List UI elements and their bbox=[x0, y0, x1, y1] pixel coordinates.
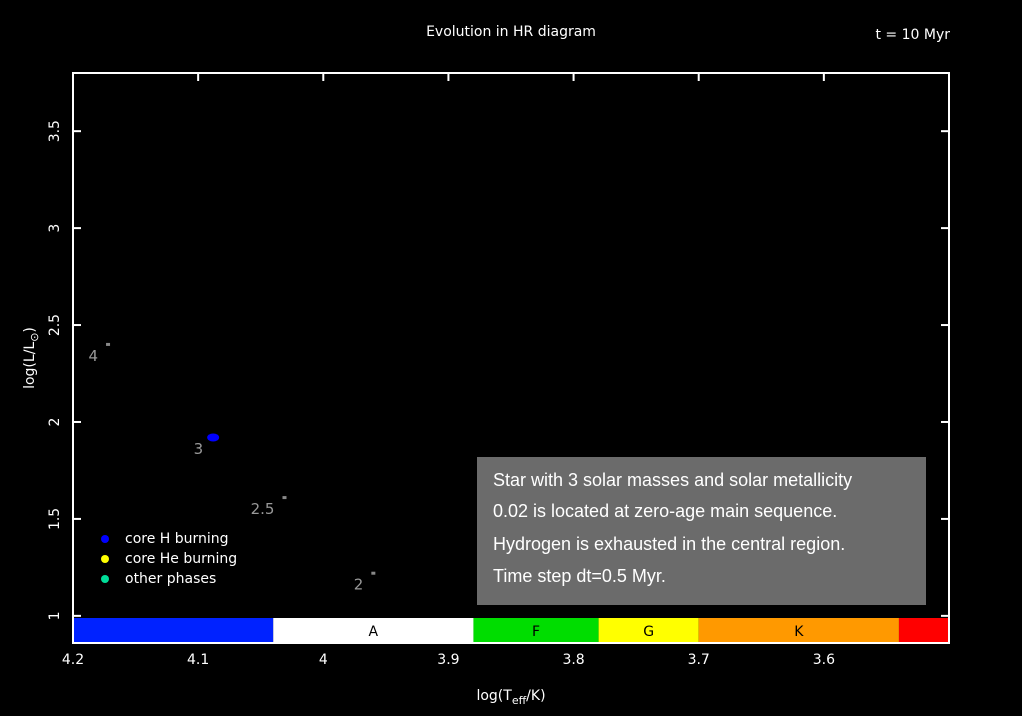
x-tick-label: 3.7 bbox=[688, 652, 710, 668]
zams-mark bbox=[282, 496, 287, 500]
spectral-band bbox=[473, 618, 599, 643]
zams-mark bbox=[371, 571, 376, 575]
spectral-label: F bbox=[532, 624, 540, 640]
spectral-band bbox=[698, 618, 899, 643]
legend-label: core H burning bbox=[125, 531, 229, 547]
y-axis-label-part: log(L/L bbox=[22, 342, 38, 389]
plot-frame bbox=[72, 72, 950, 644]
spectral-label: K bbox=[794, 624, 804, 640]
x-tick-label: 4.1 bbox=[187, 652, 209, 668]
spectral-band bbox=[898, 618, 949, 643]
spectral-band bbox=[598, 618, 699, 643]
y-tick-label: 3.5 bbox=[47, 120, 63, 142]
note-line: Time step dt=0.5 Myr. bbox=[493, 566, 666, 586]
legend-marker bbox=[101, 535, 109, 543]
spectral-label: G bbox=[643, 624, 654, 640]
mass-label: 4 bbox=[88, 347, 98, 365]
y-tick-label: 1 bbox=[47, 611, 63, 620]
legend-label: other phases bbox=[125, 571, 216, 587]
x-tick-label: 4.2 bbox=[62, 652, 84, 668]
note-background bbox=[477, 457, 926, 605]
x-axis-label-sub: eff bbox=[512, 694, 527, 707]
legend-marker bbox=[101, 575, 109, 583]
zams-mark bbox=[106, 342, 111, 346]
legend-label: core He burning bbox=[125, 551, 237, 567]
x-axis-label-part: log(T bbox=[476, 688, 512, 704]
note-line: 0.02 is located at zero-age main sequenc… bbox=[493, 501, 837, 521]
y-axis-label-sub: ⊙ bbox=[28, 333, 41, 342]
mass-label: 3 bbox=[194, 440, 204, 458]
x-tick-label: 3.6 bbox=[813, 652, 835, 668]
x-tick-label: 3.8 bbox=[562, 652, 584, 668]
x-tick-label: 4 bbox=[319, 652, 328, 668]
chart-title: Evolution in HR diagram bbox=[426, 24, 596, 40]
x-axis-label-part: /K) bbox=[526, 688, 545, 704]
plot-area: A F G K 4 3 2.5 2 bbox=[72, 73, 949, 643]
x-tick-label: 3.9 bbox=[437, 652, 459, 668]
time-label: t = 10 Myr bbox=[875, 27, 950, 43]
y-tick-label: 3 bbox=[47, 224, 63, 233]
y-tick-label: 2.5 bbox=[47, 314, 63, 336]
y-axis-label-part: ) bbox=[22, 327, 38, 332]
star-point bbox=[207, 433, 220, 442]
note-line: Star with 3 solar masses and solar metal… bbox=[493, 470, 852, 490]
spectral-band bbox=[273, 618, 474, 643]
y-axis-label: log(L/L⊙) bbox=[22, 327, 41, 389]
x-axis-label: log(Teff/K) bbox=[476, 688, 545, 707]
mass-label: 2.5 bbox=[251, 500, 275, 518]
note-line: Hydrogen is exhausted in the central reg… bbox=[493, 534, 845, 554]
legend-marker bbox=[101, 555, 109, 563]
mass-label: 2 bbox=[354, 576, 364, 594]
y-tick-label: 2 bbox=[47, 418, 63, 427]
spectral-band bbox=[73, 618, 274, 643]
spectral-label: A bbox=[369, 624, 379, 640]
y-tick-label: 1.5 bbox=[47, 508, 63, 530]
note-box: Star with 3 solar masses and solar metal… bbox=[477, 457, 926, 605]
